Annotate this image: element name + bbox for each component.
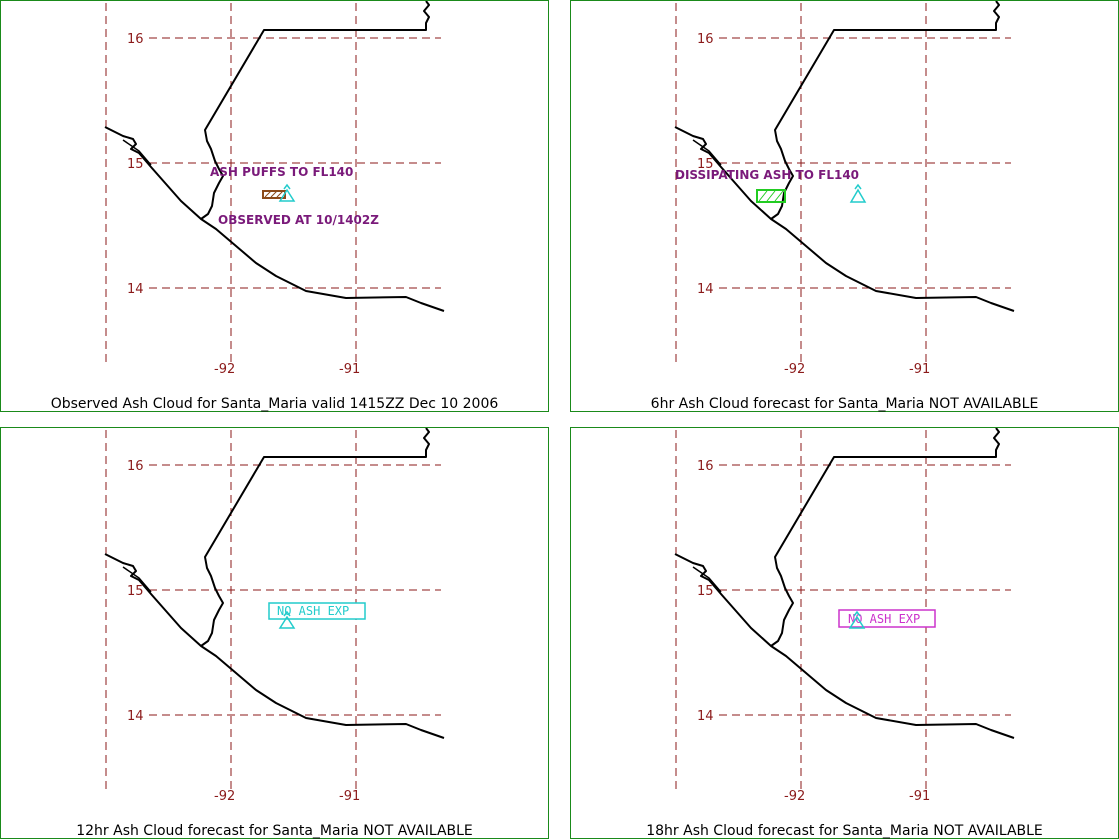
panel-caption: Observed Ash Cloud for Santa_Maria valid…: [50, 396, 499, 412]
coastline-detail: [692, 139, 722, 166]
lat-label-14: 14: [697, 709, 714, 724]
lon-label-92: -92: [784, 362, 805, 377]
map-panel-6hr: 16 15 14 -92 -91 DISSIPATING ASH TO FL14…: [570, 0, 1119, 412]
map-observed: 16 15 14 -92 -91 ASH PUFFS TO FL140 OBSE…: [104, 1, 445, 377]
volcano-icon: [848, 610, 866, 629]
map-18hr: 16 15 14 -92 -91 NO ASH EXP: [674, 428, 1015, 804]
map-panel-18hr: 16 15 14 -92 -91 NO ASH EXP 18hr Ash Clo…: [570, 427, 1119, 839]
coastline-detail: [122, 566, 152, 593]
lat-label-15: 15: [697, 157, 714, 172]
panel-caption: 12hr Ash Cloud forecast for Santa_Maria …: [76, 823, 473, 839]
border-line: [770, 428, 1000, 647]
lat-label-15: 15: [127, 584, 144, 599]
lon-label-92: -92: [784, 789, 805, 804]
lat-label-14: 14: [127, 709, 144, 724]
no-ash-label: NO ASH EXP: [277, 604, 349, 618]
lon-label-91: -91: [339, 789, 360, 804]
lat-label-15: 15: [127, 157, 144, 172]
panel-caption: 6hr Ash Cloud forecast for Santa_Maria N…: [650, 396, 1039, 412]
observed-ash-label: ASH PUFFS TO FL140: [210, 165, 353, 179]
no-ash-label: NO ASH EXP: [848, 612, 920, 626]
observed-time-label: OBSERVED AT 10/1402Z: [218, 213, 379, 227]
lon-label-91: -91: [909, 789, 930, 804]
lat-label-16: 16: [697, 32, 714, 47]
lon-label-92: -92: [214, 362, 235, 377]
coastline-detail: [122, 139, 152, 166]
forecast-ash-area: [756, 189, 786, 203]
lat-label-16: 16: [697, 459, 714, 474]
panel-caption: 18hr Ash Cloud forecast for Santa_Maria …: [646, 823, 1043, 839]
lat-label-16: 16: [127, 459, 144, 474]
no-ash-box: [268, 602, 366, 620]
border-line: [200, 1, 430, 220]
coastline: [674, 553, 1015, 739]
volcano-icon: [849, 183, 867, 203]
lon-label-92: -92: [214, 789, 235, 804]
ash-hatching: [264, 190, 284, 198]
coastline: [104, 553, 445, 739]
lat-label-16: 16: [127, 32, 144, 47]
border-line: [770, 1, 1000, 220]
map-panel-observed: 16 15 14 -92 -91 ASH PUFFS TO FL140 OBSE…: [0, 0, 549, 412]
lat-label-14: 14: [697, 282, 714, 297]
lon-label-91: -91: [339, 362, 360, 377]
border-line: [200, 428, 430, 647]
volcano-icon: [278, 610, 296, 629]
lat-label-15: 15: [697, 584, 714, 599]
ash-hatching: [758, 190, 784, 202]
coastline: [674, 126, 1015, 312]
volcano-icon: [278, 183, 296, 202]
lat-label-14: 14: [127, 282, 144, 297]
map-6hr: 16 15 14 -92 -91 DISSIPATING ASH TO FL14…: [674, 1, 1015, 377]
coastline-detail: [692, 566, 722, 593]
map-panel-12hr: 16 15 14 -92 -91 NO ASH EXP 12hr Ash Clo…: [0, 427, 549, 839]
no-ash-box: [838, 609, 936, 628]
forecast-ash-label: DISSIPATING ASH TO FL140: [675, 168, 859, 182]
lon-label-91: -91: [909, 362, 930, 377]
map-12hr: 16 15 14 -92 -91 NO ASH EXP: [104, 428, 445, 804]
